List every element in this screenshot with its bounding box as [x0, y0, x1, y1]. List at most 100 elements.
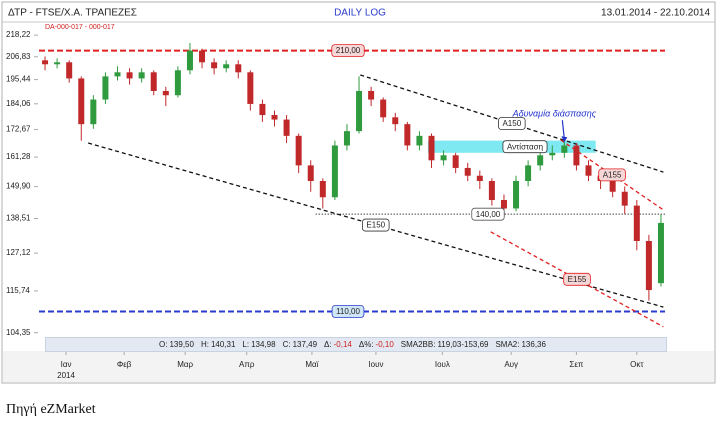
y-tick-label: 161,28: [6, 152, 31, 161]
candle-body: [416, 135, 423, 146]
info-key: L:: [242, 340, 250, 349]
candle-body: [476, 175, 483, 182]
candle-body: [537, 155, 544, 166]
x-tick-label: Μαρ: [177, 360, 193, 369]
candle-body: [549, 152, 556, 156]
zone-label-text: Αντίσταση: [507, 142, 543, 151]
trendline-label-text: Ε155: [568, 275, 587, 284]
x-tick-label: Οκτ: [630, 360, 644, 369]
info-key: Δ%:: [358, 340, 374, 349]
x-tick-label: Απρ: [239, 360, 255, 369]
candle-body: [645, 240, 652, 291]
chart-mode: DAILY LOG: [334, 8, 386, 19]
zone-label: Αντίσταση: [502, 140, 548, 154]
trendline-label-box: [598, 168, 626, 182]
candle-body: [295, 135, 302, 166]
code-label: DA-000-017 - 000-017: [45, 24, 115, 31]
candle-body: [186, 50, 193, 71]
y-tick-label: 195,44: [6, 75, 31, 84]
candle-body: [513, 181, 520, 209]
candle-body: [585, 165, 592, 176]
date-range: 13.01.2014 - 22.10.2014: [601, 8, 710, 19]
candle-body: [452, 155, 459, 168]
candle-body: [464, 167, 471, 176]
candle-body: [368, 90, 375, 100]
candle-body: [78, 78, 85, 125]
candle-body: [609, 181, 616, 192]
x-year-label: 2014: [57, 371, 75, 380]
candle-body: [199, 50, 206, 63]
level-label: 210,00: [331, 44, 365, 57]
candle-body: [307, 165, 314, 182]
candle-body: [66, 62, 73, 79]
y-tick-label: 138,51: [6, 214, 31, 223]
zone-label-box: [502, 140, 548, 154]
candle-body: [343, 131, 350, 146]
y-tick-label: 206,83: [6, 52, 31, 61]
trendline-label-text: Α155: [603, 171, 622, 180]
candle-body: [126, 72, 133, 79]
level-label-box: [331, 44, 365, 57]
trendline-label-box: [362, 218, 390, 232]
candle-body: [404, 124, 411, 146]
candle-body: [356, 90, 363, 132]
level-label-box: [471, 207, 505, 221]
info-value: 136,36: [521, 340, 546, 349]
info-value: 119,03-153,69: [437, 340, 489, 349]
candle-body: [174, 70, 181, 96]
chart-title: ΔΤΡ - FTSE/Χ.Α. ΤΡΑΠΕΖΕΣ: [8, 8, 137, 19]
level-label-box: [331, 305, 365, 318]
candle-body: [271, 115, 278, 120]
level-label: 110,00: [331, 305, 365, 318]
trendline-label: Α155: [598, 168, 626, 182]
trendline-label: Ε155: [563, 272, 591, 286]
x-tick-label: Αυγ: [504, 360, 518, 369]
candle-body: [54, 62, 61, 65]
y-tick-label: 218,22: [6, 30, 31, 39]
candle-body: [380, 99, 387, 118]
candle-body: [42, 60, 49, 65]
candle-body: [657, 222, 664, 284]
info-key: Δ:: [324, 340, 332, 349]
x-tick-label: Μαϊ: [305, 360, 318, 369]
info-key: H:: [200, 340, 209, 349]
info-value: 134,98: [251, 340, 276, 349]
y-tick-label: 172,67: [6, 125, 31, 134]
y-tick-label: 104,35: [6, 328, 31, 337]
trendline-label-text: Α150: [502, 119, 521, 128]
info-key: O:: [159, 340, 168, 349]
trendline-label: Α150: [498, 117, 526, 130]
info-bar: O: 139,50 H: 140,31 L: 134,98 C: 137,49 Δ: -0,14 Δ…: [45, 337, 667, 352]
callout-text: Αδυναμία διάσπασης: [512, 109, 597, 119]
info-key: SMA2:: [495, 340, 520, 349]
candle-body: [525, 165, 532, 182]
candle-body: [621, 191, 628, 206]
info-value: -0,10: [375, 340, 394, 349]
trendline-label-box: [498, 117, 526, 130]
candle-body: [114, 72, 121, 77]
candle-body: [440, 155, 447, 161]
info-value: -0,14: [333, 340, 352, 349]
trendline-label-text: Ε150: [366, 221, 385, 230]
info-value: 137,49: [292, 340, 318, 349]
candle-body: [319, 181, 326, 198]
x-tick-label: Σεπ: [569, 360, 584, 369]
candle-body: [561, 145, 568, 153]
frame: [1, 1, 716, 384]
callout-arrow: [561, 120, 565, 140]
candle-body: [428, 135, 435, 161]
candle-body: [223, 64, 230, 69]
x-tick-label: Φεβ: [117, 360, 132, 369]
y-tick-label: 115,74: [6, 286, 30, 295]
level-label-text: 210,00: [336, 46, 361, 55]
candle-body: [247, 72, 254, 104]
trendline-label-box: [563, 272, 591, 286]
candle-body: [150, 72, 157, 91]
trendline-label: Ε150: [362, 218, 390, 232]
candle-body: [162, 90, 169, 96]
info-key: C:: [282, 340, 291, 349]
candle-body: [235, 64, 242, 73]
x-tick-label: Ιουλ: [435, 360, 450, 369]
